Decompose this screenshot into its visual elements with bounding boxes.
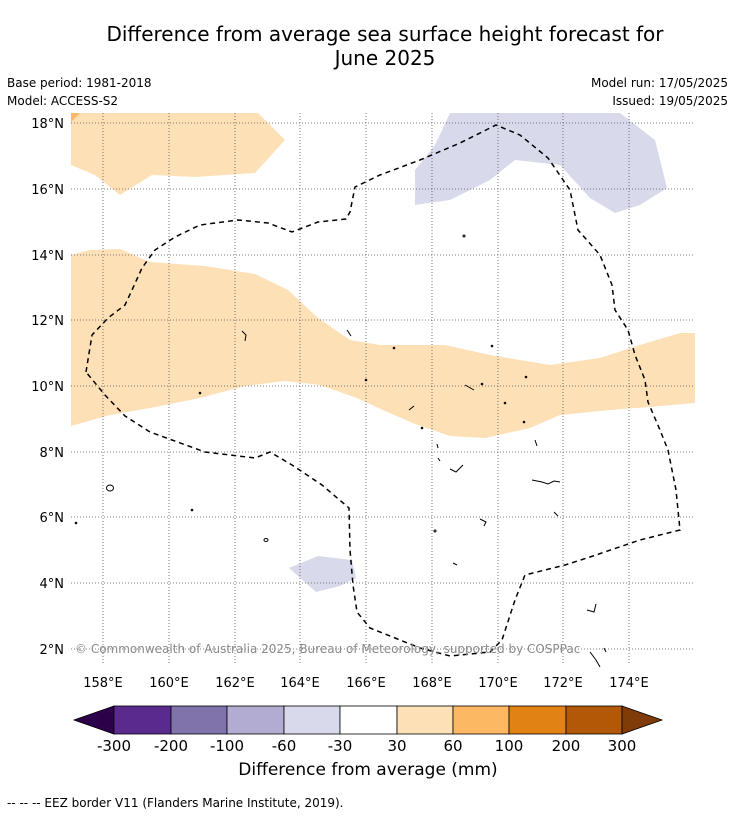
island	[534, 439, 538, 447]
island	[436, 443, 439, 449]
lat-label-16n: 16°N	[31, 183, 64, 198]
colorbar-tick: 300	[608, 737, 637, 755]
lon-label-158e: 158°E	[83, 676, 123, 691]
lon-label-174e: 174°E	[609, 676, 649, 691]
colorbar-tick: -100	[210, 737, 244, 755]
island	[241, 330, 247, 342]
lat-label-2n: 2°N	[40, 643, 65, 658]
island	[346, 329, 352, 337]
island	[531, 479, 561, 485]
grid	[71, 113, 695, 665]
colorbar-bin	[339, 705, 398, 735]
island	[452, 562, 458, 566]
lat-label-4n: 4°N	[40, 577, 65, 592]
colorbar-bin	[508, 705, 567, 735]
colorbar-tick: 200	[552, 737, 581, 755]
island	[589, 651, 601, 668]
lat-label-14n: 14°N	[31, 249, 64, 264]
colorbar-tick: 60	[443, 737, 462, 755]
island	[479, 518, 487, 527]
colorbar-tick: -60	[272, 737, 297, 755]
colorbar-title: Difference from average (mm)	[238, 760, 498, 780]
island	[524, 375, 528, 379]
colorbar-extend-high	[621, 705, 664, 735]
colorbar-tick-labels: -300 -200 -100 -60 -30 30 60 100 200 300	[97, 737, 636, 755]
lon-label-162e: 162°E	[215, 676, 255, 691]
colorbar-bin	[283, 705, 341, 735]
copyright-notice: © Commonwealth of Australia 2025, Bureau…	[75, 642, 580, 656]
eez-footnote: -- -- -- EEZ border V11 (Flanders Marine…	[7, 796, 344, 810]
lon-label-166e: 166°E	[346, 676, 386, 691]
colorbar-bin	[396, 705, 454, 735]
island	[392, 346, 396, 350]
island	[462, 234, 466, 238]
colorbar	[72, 705, 664, 735]
colorbar-tick: 30	[387, 737, 406, 755]
island	[74, 521, 78, 525]
eez-border	[85, 124, 681, 657]
longitude-labels: 158°E 160°E 162°E 164°E 166°E 168°E 170°…	[83, 676, 649, 691]
lat-label-12n: 12°N	[31, 314, 64, 329]
issued-date: Issued: 19/05/2025	[612, 94, 728, 108]
anomaly-region-positive-north	[71, 113, 285, 195]
island	[408, 405, 415, 411]
island	[106, 484, 114, 492]
islands	[74, 234, 607, 668]
colorbar-bin	[113, 705, 172, 735]
island	[480, 382, 484, 386]
lat-label-10n: 10°N	[31, 380, 64, 395]
island	[364, 378, 368, 382]
lon-label-170e: 170°E	[478, 676, 518, 691]
title-line-2: June 2025	[334, 46, 436, 70]
lat-label-8n: 8°N	[40, 446, 65, 461]
colorbar-bin	[565, 705, 623, 735]
model-run: Model run: 17/05/2025	[590, 76, 728, 90]
island	[437, 457, 441, 462]
colorbar-tick: -30	[328, 737, 353, 755]
anomaly-region-positive-main	[71, 249, 695, 438]
title-line-1: Difference from average sea surface heig…	[106, 22, 664, 46]
island	[503, 401, 507, 405]
island	[449, 464, 464, 473]
lat-label-18n: 18°N	[31, 117, 64, 132]
island	[198, 391, 202, 395]
colorbar-bin	[452, 705, 510, 735]
island	[464, 384, 475, 391]
colorbar-tick: -200	[154, 737, 188, 755]
lon-label-168e: 168°E	[412, 676, 452, 691]
latitude-labels: 18°N 16°N 14°N 12°N 10°N 8°N 6°N 4°N 2°N	[31, 117, 64, 658]
island	[603, 647, 607, 653]
colorbar-tick: 100	[495, 737, 524, 755]
island	[420, 426, 424, 430]
lon-label-164e: 164°E	[280, 676, 320, 691]
island	[553, 511, 559, 517]
colorbar-bin	[170, 705, 228, 735]
colorbar-extend-low	[72, 705, 115, 735]
island	[586, 603, 597, 613]
map-plot-area	[71, 113, 695, 592]
meta-right: Model run: 17/05/2025 Issued: 19/05/2025	[591, 74, 728, 110]
anomaly-region-negative-south	[289, 556, 356, 592]
model-name: Model: ACCESS-S2	[7, 94, 119, 108]
island	[263, 538, 269, 542]
lon-label-172e: 172°E	[543, 676, 583, 691]
island	[433, 529, 437, 533]
anomaly-region-strong-positive	[71, 113, 80, 122]
island	[522, 420, 526, 424]
base-period: Base period: 1981-2018	[7, 76, 152, 90]
anomaly-region-negative-northeast	[415, 113, 667, 213]
colorbar-bin	[226, 705, 285, 735]
island	[190, 508, 194, 512]
colorbar-tick: -300	[97, 737, 131, 755]
meta-left: Base period: 1981-2018 Model: ACCESS-S2	[7, 74, 152, 110]
island	[490, 344, 494, 348]
map-title: Difference from average sea surface heig…	[40, 22, 730, 70]
lon-label-160e: 160°E	[149, 676, 189, 691]
lat-label-6n: 6°N	[40, 511, 65, 526]
